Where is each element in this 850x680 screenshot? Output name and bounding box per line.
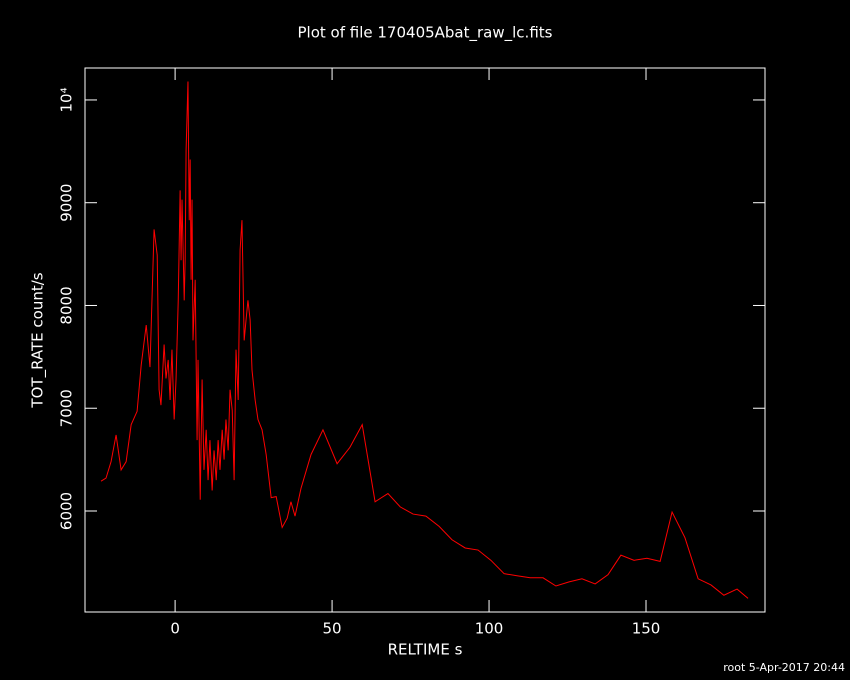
x-axis-label: RELTIME s — [388, 641, 463, 659]
x-tick-label: 100 — [475, 620, 504, 638]
chart-title: Plot of file 170405Abat_raw_lc.fits — [298, 24, 553, 43]
x-tick-label: 0 — [170, 620, 180, 638]
data-line — [100, 81, 749, 599]
x-tick-label: 150 — [632, 620, 661, 638]
y-axis-label: TOT_RATE count/s — [29, 272, 48, 408]
y-tick-label: 7000 — [58, 389, 76, 427]
y-tick-label: 9000 — [58, 184, 76, 222]
y-tick-label: 6000 — [58, 492, 76, 530]
footer: root 5-Apr-2017 20:44 — [723, 661, 845, 674]
y-tick-label: 8000 — [58, 286, 76, 324]
x-tick-label: 50 — [323, 620, 342, 638]
y-tick-label: 10⁴ — [58, 87, 76, 112]
plot-frame — [84, 67, 766, 613]
